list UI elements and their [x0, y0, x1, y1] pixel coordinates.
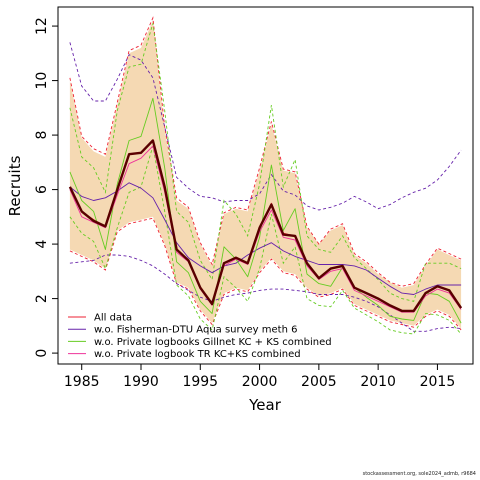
series-lines-layer: [68, 97, 463, 324]
footer-credit: stockassessment.org, sole2024_admb, r968…: [362, 471, 476, 477]
y-axis: 0 2 4 6 8 10 12: [34, 17, 58, 358]
legend-label-3: w.o. Private logbook TR KC+KS combined: [94, 349, 301, 360]
x-tick-label-3: 2000: [242, 374, 278, 390]
x-tick-label-5: 2010: [360, 374, 396, 390]
series-line-3: [69, 145, 462, 313]
series-line-2: [69, 97, 462, 324]
dashed-bounds-layer: [69, 16, 462, 335]
dashed-bound-4: [69, 23, 462, 302]
legend-label-2: w.o. Private logbooks Gillnet KC + KS co…: [94, 337, 332, 348]
x-axis-label: Year: [248, 396, 282, 414]
y-tick-label-2: 4: [34, 240, 50, 249]
x-tick-label-4: 2005: [301, 374, 337, 390]
confidence-band: [69, 20, 462, 329]
series-line-4: [68, 139, 463, 313]
dashed-bound-1: [69, 217, 462, 331]
legend-label-1: w.o. Fisherman-DTU Aqua survey meth 6: [94, 325, 297, 336]
dashed-bound-5: [69, 145, 462, 335]
x-axis: 1985 1990 1995 2000 2005 2010 2015: [64, 364, 455, 390]
y-tick-label-0: 0: [34, 349, 50, 358]
confidence-band-layer: [69, 20, 462, 329]
x-tick-label-2: 1995: [182, 374, 218, 390]
y-tick-label-3: 6: [34, 185, 50, 194]
x-tick-label-0: 1985: [64, 374, 100, 390]
dashed-bound-2: [69, 42, 462, 211]
legend-label-0: All data: [94, 313, 132, 324]
y-tick-label-6: 12: [34, 17, 50, 35]
plot-frame: [57, 6, 474, 365]
y-tick-label-5: 10: [34, 72, 50, 90]
dashed-bound-3: [69, 254, 462, 332]
series-line-1: [69, 182, 462, 295]
y-tick-label-4: 8: [34, 131, 50, 140]
y-tick-label-1: 2: [34, 294, 50, 303]
x-tick-label-6: 2015: [420, 374, 456, 390]
x-tick-label-1: 1990: [123, 374, 159, 390]
y-axis-label: Recruits: [6, 155, 24, 216]
